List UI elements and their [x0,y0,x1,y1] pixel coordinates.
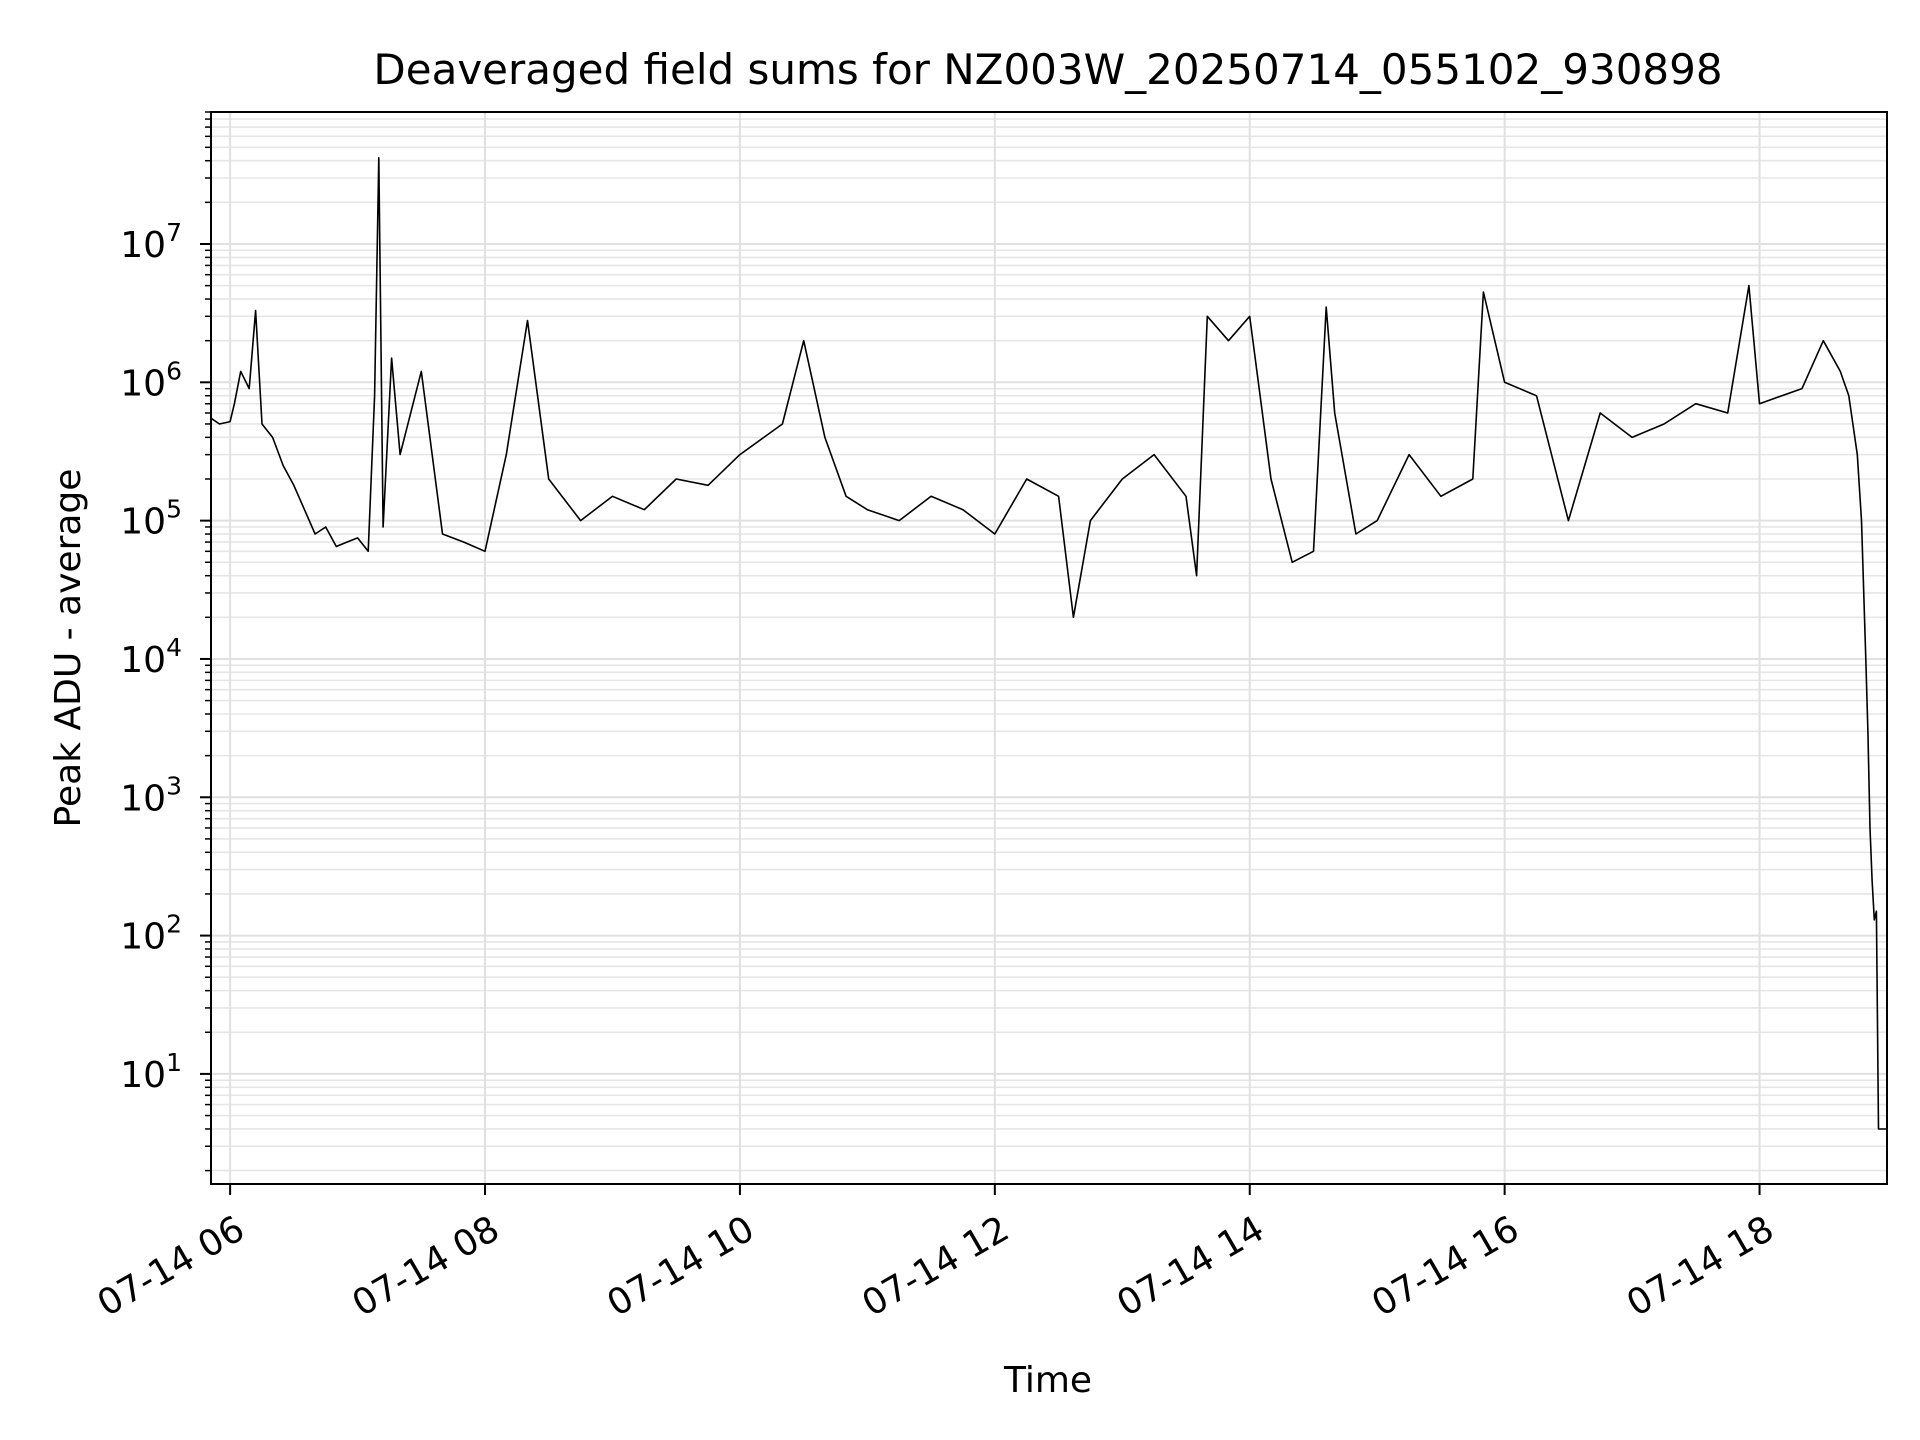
y-tick-label: 103 [120,771,182,819]
major-grid [211,112,1887,1184]
y-tick-label: 105 [120,495,182,543]
y-tick-label: 102 [120,910,182,958]
y-tick-label: 101 [120,1048,182,1096]
plot-area [210,111,1888,1185]
y-tick-label: 106 [120,356,182,404]
x-axis-label: Time [1003,1360,1092,1401]
y-axis: 101 102 103 104 105 106 107 [120,111,211,1172]
series-line [210,157,1887,1130]
y-axis-label: Peak ADU - average [48,469,89,828]
series-layer [210,157,1887,1130]
y-tick-label: 104 [120,633,182,681]
chart-title: Deaveraged field sums for NZ003W_2025071… [373,45,1722,94]
y-tick-label: 107 [120,218,182,266]
minor-grid [211,111,1887,1172]
